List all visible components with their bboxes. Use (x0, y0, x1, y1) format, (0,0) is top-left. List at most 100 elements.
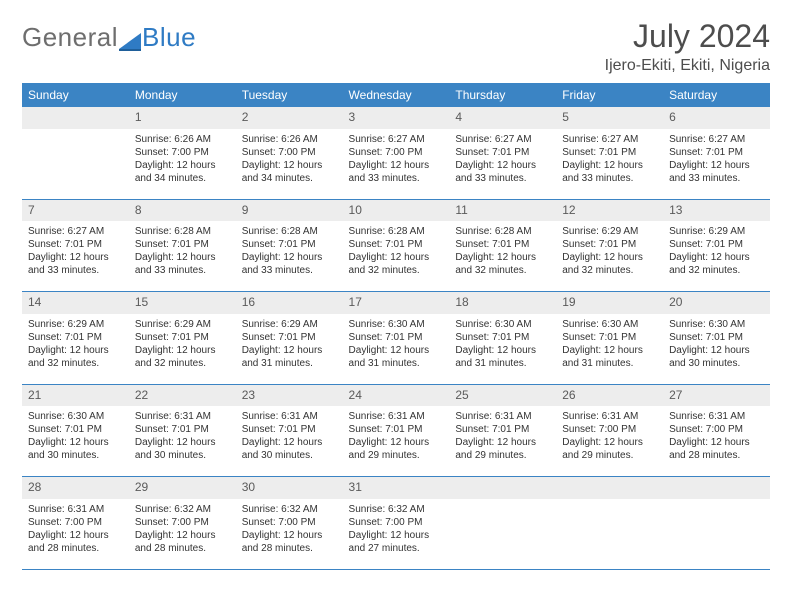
day-content: Sunrise: 6:29 AMSunset: 7:01 PMDaylight:… (22, 314, 129, 384)
week-body-row: Sunrise: 6:30 AMSunset: 7:01 PMDaylight:… (22, 406, 770, 477)
day-number: 22 (129, 385, 236, 407)
brand-logo: General Blue (22, 22, 196, 53)
daylight-text-line1: Daylight: 12 hours (349, 436, 444, 449)
sunrise-text: Sunrise: 6:26 AM (242, 133, 337, 146)
daylight-text-line1: Daylight: 12 hours (349, 159, 444, 172)
daylight-text-line2: and 33 minutes. (242, 264, 337, 277)
brand-blue-text: Blue (142, 22, 196, 53)
daylight-text-line2: and 32 minutes. (455, 264, 550, 277)
day-body-cell: Sunrise: 6:31 AMSunset: 7:01 PMDaylight:… (236, 406, 343, 477)
sunset-text: Sunset: 7:00 PM (135, 516, 230, 529)
sunset-text: Sunset: 7:01 PM (135, 238, 230, 251)
sunset-text: Sunset: 7:00 PM (135, 146, 230, 159)
day-number: 20 (663, 292, 770, 314)
sunset-text: Sunset: 7:01 PM (349, 238, 444, 251)
day-body-cell: Sunrise: 6:31 AMSunset: 7:00 PMDaylight:… (556, 406, 663, 477)
day-number: 25 (449, 385, 556, 407)
weekday-header: Tuesday (236, 83, 343, 107)
day-content: Sunrise: 6:28 AMSunset: 7:01 PMDaylight:… (449, 221, 556, 291)
day-number: 7 (22, 200, 129, 222)
day-content: Sunrise: 6:28 AMSunset: 7:01 PMDaylight:… (129, 221, 236, 291)
sunset-text: Sunset: 7:01 PM (135, 423, 230, 436)
day-content: Sunrise: 6:27 AMSunset: 7:01 PMDaylight:… (556, 129, 663, 199)
day-number-cell: 20 (663, 292, 770, 314)
sunset-text: Sunset: 7:01 PM (28, 331, 123, 344)
week-body-row: Sunrise: 6:31 AMSunset: 7:00 PMDaylight:… (22, 499, 770, 570)
sunset-text: Sunset: 7:01 PM (562, 331, 657, 344)
daylight-text-line2: and 31 minutes. (349, 357, 444, 370)
day-content: Sunrise: 6:29 AMSunset: 7:01 PMDaylight:… (236, 314, 343, 384)
daylight-text-line1: Daylight: 12 hours (349, 251, 444, 264)
sunrise-text: Sunrise: 6:31 AM (455, 410, 550, 423)
day-number: 17 (343, 292, 450, 314)
day-content: Sunrise: 6:27 AMSunset: 7:01 PMDaylight:… (449, 129, 556, 199)
day-body-cell: Sunrise: 6:27 AMSunset: 7:01 PMDaylight:… (22, 221, 129, 292)
sunrise-text: Sunrise: 6:30 AM (669, 318, 764, 331)
day-number-cell: 8 (129, 199, 236, 221)
daylight-text-line2: and 30 minutes. (242, 449, 337, 462)
day-number-cell: 9 (236, 199, 343, 221)
week-body-row: Sunrise: 6:29 AMSunset: 7:01 PMDaylight:… (22, 314, 770, 385)
day-number-cell: 6 (663, 107, 770, 129)
daylight-text-line2: and 33 minutes. (349, 172, 444, 185)
day-body-cell (449, 499, 556, 570)
daylight-text-line1: Daylight: 12 hours (28, 344, 123, 357)
day-number-cell: 5 (556, 107, 663, 129)
sunset-text: Sunset: 7:01 PM (455, 331, 550, 344)
daylight-text-line2: and 30 minutes. (669, 357, 764, 370)
day-content: Sunrise: 6:30 AMSunset: 7:01 PMDaylight:… (22, 406, 129, 476)
daylight-text-line1: Daylight: 12 hours (242, 159, 337, 172)
day-number: 1 (129, 107, 236, 129)
day-number: 13 (663, 200, 770, 222)
day-number-cell: 2 (236, 107, 343, 129)
sunrise-text: Sunrise: 6:28 AM (135, 225, 230, 238)
day-number: 29 (129, 477, 236, 499)
daylight-text-line2: and 28 minutes. (28, 542, 123, 555)
day-body-cell: Sunrise: 6:30 AMSunset: 7:01 PMDaylight:… (663, 314, 770, 385)
daylight-text-line1: Daylight: 12 hours (349, 529, 444, 542)
sunset-text: Sunset: 7:01 PM (349, 423, 444, 436)
day-body-cell (22, 129, 129, 200)
day-number: 19 (556, 292, 663, 314)
daylight-text-line1: Daylight: 12 hours (669, 344, 764, 357)
sunrise-text: Sunrise: 6:28 AM (349, 225, 444, 238)
daylight-text-line1: Daylight: 12 hours (135, 529, 230, 542)
daylight-text-line1: Daylight: 12 hours (242, 529, 337, 542)
day-number: 9 (236, 200, 343, 222)
sunrise-text: Sunrise: 6:31 AM (28, 503, 123, 516)
weekday-header: Friday (556, 83, 663, 107)
day-number: 31 (343, 477, 450, 499)
day-number-cell: 7 (22, 199, 129, 221)
day-body-cell: Sunrise: 6:30 AMSunset: 7:01 PMDaylight:… (22, 406, 129, 477)
sunrise-text: Sunrise: 6:31 AM (669, 410, 764, 423)
day-number-cell: 10 (343, 199, 450, 221)
weekday-header: Sunday (22, 83, 129, 107)
day-number: 21 (22, 385, 129, 407)
sunrise-text: Sunrise: 6:29 AM (28, 318, 123, 331)
day-content: Sunrise: 6:31 AMSunset: 7:01 PMDaylight:… (236, 406, 343, 476)
sunrise-text: Sunrise: 6:30 AM (562, 318, 657, 331)
daylight-text-line1: Daylight: 12 hours (455, 344, 550, 357)
week-body-row: Sunrise: 6:26 AMSunset: 7:00 PMDaylight:… (22, 129, 770, 200)
day-content: Sunrise: 6:31 AMSunset: 7:00 PMDaylight:… (663, 406, 770, 476)
sunrise-text: Sunrise: 6:31 AM (562, 410, 657, 423)
sunset-text: Sunset: 7:00 PM (242, 146, 337, 159)
sunrise-text: Sunrise: 6:30 AM (349, 318, 444, 331)
day-content: Sunrise: 6:30 AMSunset: 7:01 PMDaylight:… (449, 314, 556, 384)
day-body-cell: Sunrise: 6:29 AMSunset: 7:01 PMDaylight:… (663, 221, 770, 292)
sunrise-text: Sunrise: 6:31 AM (242, 410, 337, 423)
day-number-cell (556, 477, 663, 499)
day-number: 27 (663, 385, 770, 407)
daylight-text-line1: Daylight: 12 hours (242, 344, 337, 357)
daylight-text-line1: Daylight: 12 hours (562, 436, 657, 449)
sunrise-text: Sunrise: 6:32 AM (242, 503, 337, 516)
daylight-text-line2: and 32 minutes. (28, 357, 123, 370)
daylight-text-line1: Daylight: 12 hours (135, 251, 230, 264)
month-title: July 2024 (605, 18, 770, 55)
day-content: Sunrise: 6:26 AMSunset: 7:00 PMDaylight:… (236, 129, 343, 199)
day-number-cell: 31 (343, 477, 450, 499)
day-number-cell: 17 (343, 292, 450, 314)
day-content: Sunrise: 6:26 AMSunset: 7:00 PMDaylight:… (129, 129, 236, 199)
day-content: Sunrise: 6:32 AMSunset: 7:00 PMDaylight:… (343, 499, 450, 569)
sunrise-text: Sunrise: 6:32 AM (349, 503, 444, 516)
